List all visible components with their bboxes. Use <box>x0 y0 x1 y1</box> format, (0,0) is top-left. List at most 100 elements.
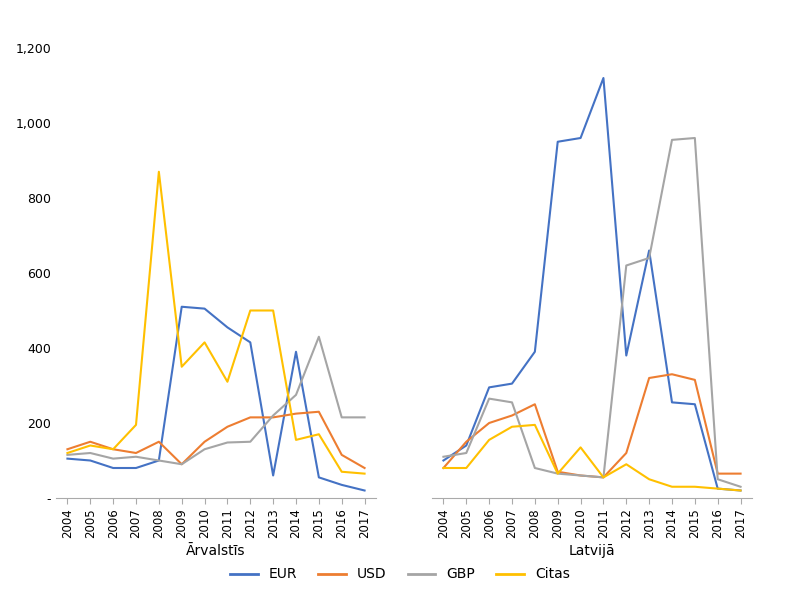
GBP <box>200 446 210 453</box>
USD <box>553 468 562 475</box>
Citas <box>553 470 562 477</box>
GBP <box>222 439 232 446</box>
GBP <box>622 262 631 269</box>
X-axis label: Latvijā: Latvijā <box>569 544 615 558</box>
EUR <box>360 487 370 494</box>
X-axis label: Ārvalstīs: Ārvalstīs <box>186 544 246 558</box>
EUR <box>507 380 517 387</box>
EUR <box>622 352 631 359</box>
GBP <box>598 474 608 481</box>
USD <box>713 470 722 477</box>
EUR <box>598 74 608 82</box>
Legend: EUR, USD, GBP, Citas: EUR, USD, GBP, Citas <box>225 562 575 587</box>
EUR <box>314 474 324 481</box>
GBP <box>644 254 654 262</box>
Line: GBP: GBP <box>443 138 741 487</box>
Citas <box>177 363 186 370</box>
Line: USD: USD <box>443 374 741 478</box>
Citas <box>690 483 700 490</box>
Citas <box>86 442 95 449</box>
GBP <box>484 395 494 402</box>
GBP <box>462 449 471 457</box>
Citas <box>62 449 72 457</box>
Citas <box>291 436 301 443</box>
USD <box>598 474 608 481</box>
Citas <box>576 444 586 451</box>
Citas <box>736 487 746 494</box>
GBP <box>131 453 141 460</box>
GBP <box>177 461 186 468</box>
GBP <box>246 438 255 445</box>
EUR <box>667 399 677 406</box>
EUR <box>62 455 72 462</box>
EUR <box>644 247 654 254</box>
USD <box>154 438 164 445</box>
EUR <box>736 487 746 494</box>
GBP <box>438 453 448 460</box>
USD <box>314 408 324 415</box>
GBP <box>154 457 164 464</box>
USD <box>484 419 494 427</box>
EUR <box>154 457 164 464</box>
Citas <box>484 436 494 443</box>
EUR <box>177 303 186 310</box>
GBP <box>62 451 72 458</box>
GBP <box>314 333 324 340</box>
USD <box>507 412 517 419</box>
Citas <box>598 474 608 481</box>
USD <box>644 374 654 382</box>
EUR <box>690 401 700 408</box>
GBP <box>530 464 540 472</box>
Citas <box>462 464 471 472</box>
USD <box>530 401 540 408</box>
Citas <box>154 168 164 175</box>
Citas <box>246 307 255 314</box>
GBP <box>86 449 95 457</box>
GBP <box>576 472 586 479</box>
Citas <box>200 339 210 346</box>
USD <box>291 410 301 417</box>
EUR <box>462 442 471 449</box>
EUR <box>713 485 722 492</box>
EUR <box>337 481 346 488</box>
Line: Citas: Citas <box>443 425 741 491</box>
Citas <box>337 468 346 475</box>
EUR <box>222 324 232 331</box>
Citas <box>438 464 448 472</box>
GBP <box>268 412 278 419</box>
USD <box>667 371 677 378</box>
EUR <box>576 134 586 142</box>
EUR <box>200 305 210 312</box>
USD <box>246 414 255 421</box>
Line: USD: USD <box>67 412 365 468</box>
Citas <box>667 483 677 490</box>
Line: EUR: EUR <box>67 307 365 491</box>
GBP <box>108 455 118 462</box>
USD <box>222 423 232 430</box>
USD <box>736 470 746 477</box>
USD <box>438 464 448 472</box>
EUR <box>484 384 494 391</box>
Citas <box>622 461 631 468</box>
USD <box>200 438 210 445</box>
Citas <box>131 421 141 428</box>
USD <box>108 446 118 453</box>
GBP <box>507 399 517 406</box>
USD <box>62 446 72 453</box>
Citas <box>644 476 654 483</box>
GBP <box>713 476 722 483</box>
USD <box>462 438 471 445</box>
USD <box>268 414 278 421</box>
Citas <box>314 431 324 438</box>
GBP <box>337 414 346 421</box>
EUR <box>530 348 540 355</box>
GBP <box>553 470 562 477</box>
GBP <box>667 136 677 143</box>
Line: EUR: EUR <box>443 78 741 491</box>
USD <box>337 451 346 458</box>
EUR <box>246 339 255 346</box>
Citas <box>360 470 370 477</box>
EUR <box>291 348 301 355</box>
Citas <box>713 485 722 492</box>
EUR <box>131 464 141 472</box>
